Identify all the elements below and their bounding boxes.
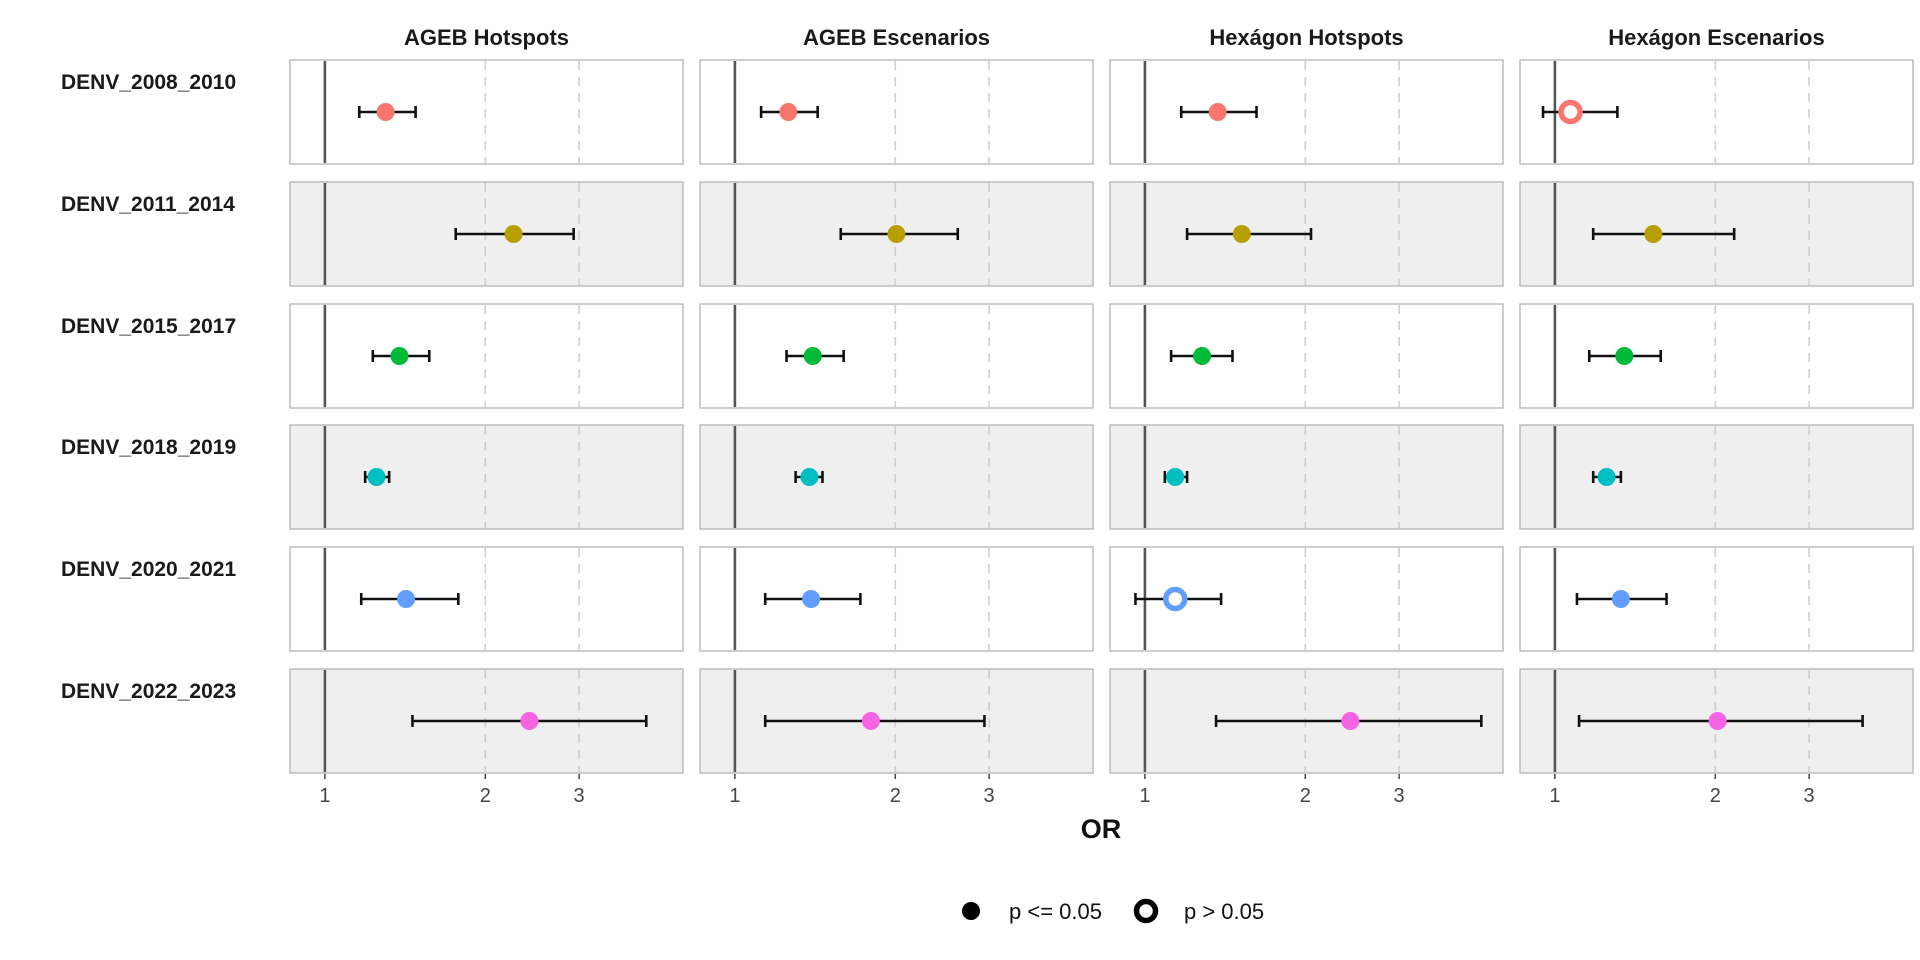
- column-title: AGEB Escenarios: [803, 25, 990, 50]
- x-tick-label: 2: [480, 785, 491, 807]
- row-label: DENV_2018_2019: [61, 436, 236, 459]
- legend-label: p <= 0.05: [1009, 899, 1102, 924]
- or-point: [376, 103, 395, 121]
- or-point: [1166, 468, 1185, 486]
- or-point: [1615, 347, 1634, 365]
- x-tick-label: 1: [1549, 785, 1560, 807]
- or-point: [887, 225, 906, 243]
- panel-background: [289, 303, 684, 409]
- or-point: [504, 225, 523, 243]
- row-label: DENV_2022_2023: [61, 680, 236, 703]
- or-point: [1162, 586, 1188, 612]
- column-title: Hexágon Hotspots: [1209, 25, 1403, 50]
- x-tick-label: 2: [1300, 785, 1311, 807]
- x-tick-label: 1: [729, 785, 740, 807]
- x-axis-title: OR: [1081, 814, 1122, 844]
- x-tick-label: 1: [319, 785, 330, 807]
- panel-background: [1519, 424, 1914, 530]
- or-point: [779, 103, 798, 121]
- or-point: [861, 712, 880, 730]
- panel-background: [1109, 59, 1504, 165]
- x-tick-label: 2: [1710, 785, 1721, 807]
- row-label: DENV_2011_2014: [61, 193, 235, 216]
- or-point: [802, 590, 821, 608]
- legend-hollow-circle: [1133, 898, 1159, 924]
- or-point: [1644, 225, 1663, 243]
- panel-background: [1109, 303, 1504, 409]
- or-point: [1208, 103, 1227, 121]
- column-title: AGEB Hotspots: [404, 25, 569, 50]
- row-label: DENV_2008_2010: [61, 71, 236, 94]
- or-point: [1232, 225, 1251, 243]
- or-point: [1708, 712, 1727, 730]
- x-tick-label: 3: [574, 785, 585, 807]
- panel-background: [1519, 303, 1914, 409]
- x-tick-label: 3: [1804, 785, 1815, 807]
- or-point: [1558, 99, 1583, 125]
- panel-background: [699, 424, 1094, 530]
- panel-background: [699, 303, 1094, 409]
- row-label: DENV_2015_2017: [61, 315, 236, 338]
- panel-background: [289, 59, 684, 165]
- x-tick-label: 1: [1139, 785, 1150, 807]
- or-point: [1193, 347, 1212, 365]
- or-point: [800, 468, 819, 486]
- or-point: [390, 347, 409, 365]
- panel-background: [289, 424, 684, 530]
- panel-background: [699, 546, 1094, 652]
- panel-background: [289, 546, 684, 652]
- or-point: [397, 590, 416, 608]
- panel-background: [699, 59, 1094, 165]
- x-tick-label: 3: [1394, 785, 1405, 807]
- x-tick-label: 3: [984, 785, 995, 807]
- column-title: Hexágon Escenarios: [1608, 25, 1824, 50]
- or-point: [520, 712, 539, 730]
- x-tick-label: 2: [890, 785, 901, 807]
- or-point: [803, 347, 822, 365]
- or-point: [1611, 590, 1630, 608]
- row-label: DENV_2020_2021: [61, 558, 236, 581]
- or-point: [1597, 468, 1616, 486]
- legend-label: p > 0.05: [1184, 899, 1264, 924]
- or-point: [1341, 712, 1360, 730]
- legend-filled-circle: [962, 902, 980, 920]
- or-point: [367, 468, 386, 486]
